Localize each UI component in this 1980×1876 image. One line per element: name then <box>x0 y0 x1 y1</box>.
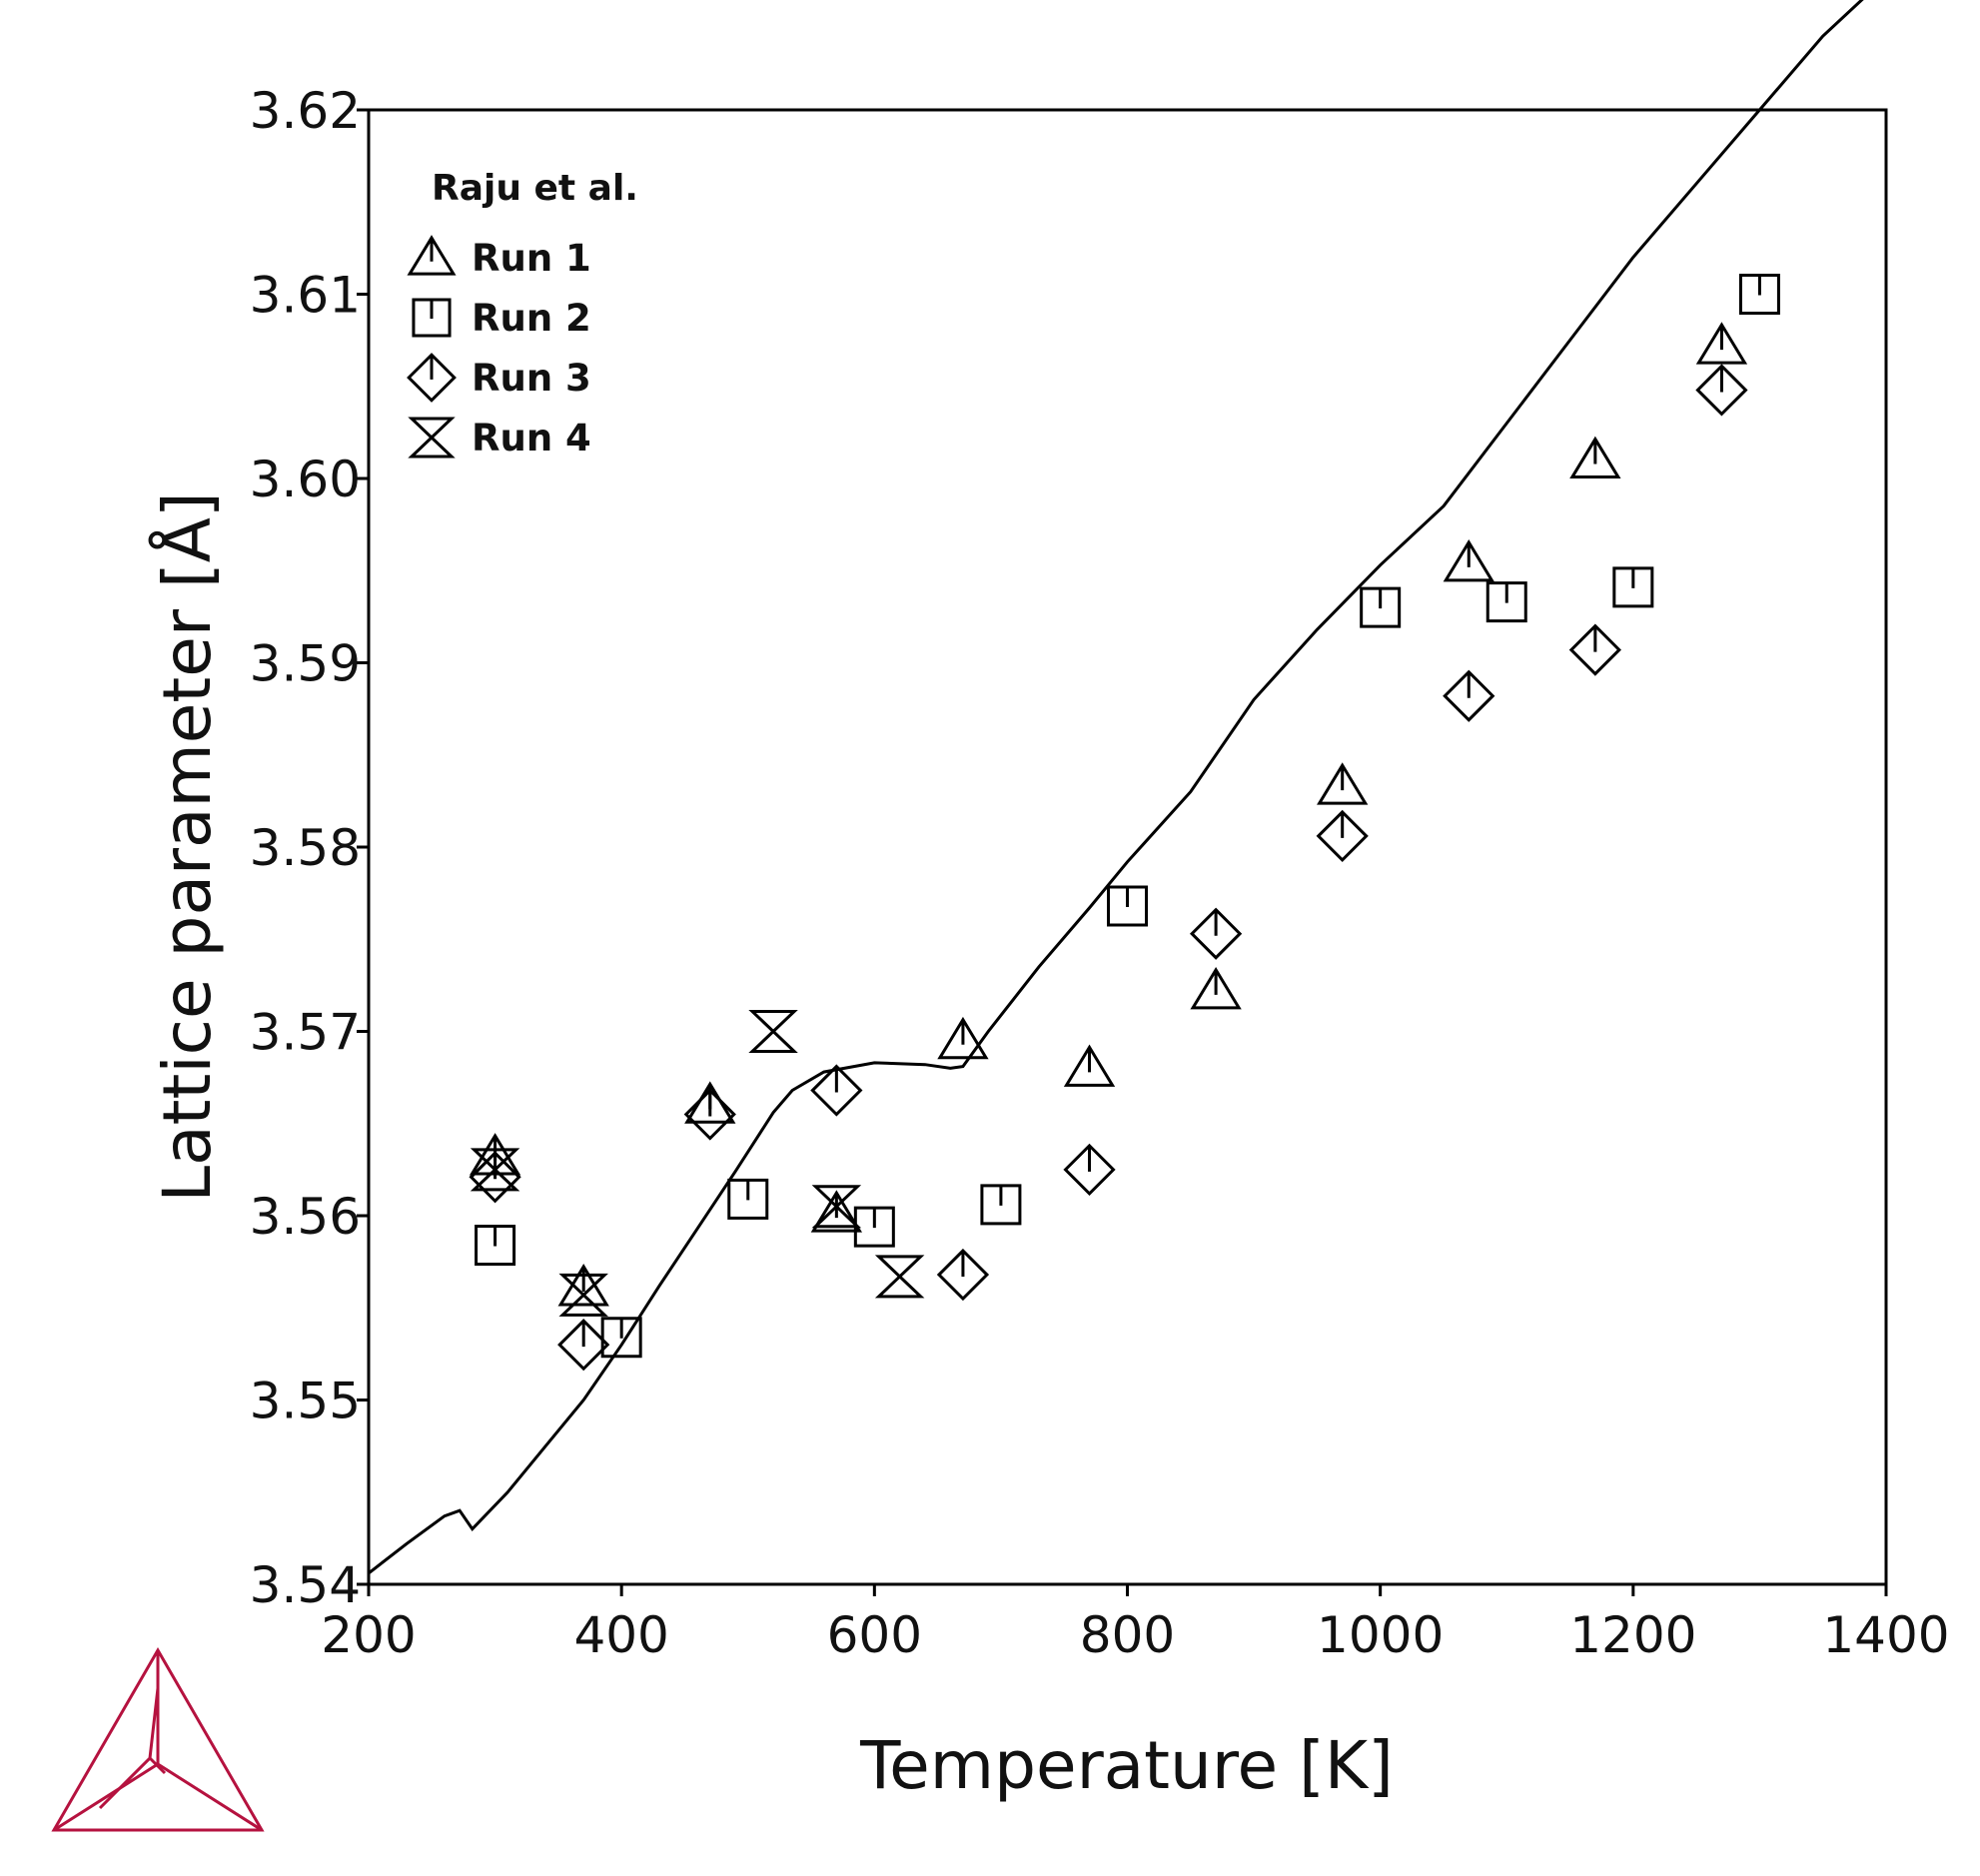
series-run-2 <box>475 274 1780 1359</box>
data-point-run2-8 <box>1485 581 1527 623</box>
data-point-run3-6 <box>1063 1143 1116 1197</box>
legend-title: Raju et al. <box>432 168 638 209</box>
series-run-3 <box>469 364 1748 1372</box>
data-point-run4-2 <box>558 1273 608 1317</box>
y-tick-label: 3.56 <box>250 1188 361 1246</box>
x-tick-label: 400 <box>573 1606 668 1664</box>
data-point-run1-9 <box>1443 538 1494 582</box>
data-point-run4-4 <box>811 1185 862 1229</box>
data-point-run1-6 <box>1063 1044 1116 1087</box>
data-point-run2-5 <box>980 1184 1022 1226</box>
x-tick-label: 800 <box>1080 1606 1175 1664</box>
series-run-1 <box>469 322 1748 1307</box>
data-point-run4-5 <box>874 1255 925 1299</box>
data-point-run2-3 <box>727 1178 769 1220</box>
legend-marker-run-4 <box>408 417 456 459</box>
data-point-run3-2 <box>557 1319 610 1372</box>
y-axis-title: Lattice parameter [Å] <box>149 491 226 1202</box>
y-tick-label: 3.58 <box>250 819 361 877</box>
data-point-run1-7 <box>1190 967 1242 1010</box>
x-tick-label: 1200 <box>1569 1606 1696 1664</box>
legend-item-run-2: Run 2 <box>412 297 591 340</box>
x-tick-label: 1400 <box>1822 1606 1949 1664</box>
legend-item-run-4: Run 4 <box>408 417 591 460</box>
data-point-run1-8 <box>1317 762 1369 805</box>
y-tick-label: 3.59 <box>250 635 361 693</box>
data-point-run1-2 <box>557 1264 609 1307</box>
data-point-run2-6 <box>1107 885 1148 927</box>
thermo-calc-logo <box>51 1647 265 1832</box>
legend-marker-run-1 <box>407 235 457 276</box>
data-point-run3-1 <box>469 1151 521 1204</box>
data-point-run1-5 <box>937 1016 989 1060</box>
legend-label: Run 3 <box>472 357 591 400</box>
y-tick-label: 3.60 <box>250 451 361 508</box>
x-axis-title: Temperature [K] <box>859 1727 1394 1804</box>
data-point-run2-1 <box>475 1225 516 1267</box>
series-run-4 <box>470 1010 925 1317</box>
data-point-run2-7 <box>1360 586 1402 628</box>
legend-item-run-3: Run 3 <box>407 353 591 403</box>
x-tick-label: 200 <box>321 1606 416 1664</box>
data-point-run3-11 <box>1695 364 1748 417</box>
y-tick-label: 3.61 <box>250 267 361 325</box>
legend-marker-run-2 <box>412 298 452 338</box>
data-point-run2-2 <box>600 1317 642 1359</box>
data-point-run4-1 <box>470 1148 520 1192</box>
legend-label: Run 4 <box>472 417 591 460</box>
data-point-run1-11 <box>1695 322 1748 365</box>
legend: Raju et al. Run 1 Run 2 Run 3 Run 4 <box>407 168 638 460</box>
data-point-run4-3 <box>748 1010 798 1053</box>
data-point-run3-9 <box>1443 669 1495 722</box>
data-point-run2-4 <box>853 1206 895 1248</box>
y-tick-label: 3.54 <box>250 1556 361 1614</box>
data-point-run3-8 <box>1316 809 1369 863</box>
legend-label: Run 2 <box>472 297 591 340</box>
y-tick-label: 3.55 <box>250 1373 361 1430</box>
legend-label: Run 1 <box>472 237 591 280</box>
legend-item-run-1: Run 1 <box>407 235 591 280</box>
data-point-run1-10 <box>1569 436 1621 479</box>
y-tick-label: 3.62 <box>250 82 361 140</box>
x-tick-label: 600 <box>827 1606 922 1664</box>
data-point-run2-10 <box>1738 274 1780 315</box>
data-point-run3-5 <box>936 1248 990 1302</box>
legend-marker-run-3 <box>407 353 457 403</box>
data-point-run2-9 <box>1612 566 1654 608</box>
y-tick-label: 3.57 <box>250 1004 361 1062</box>
calculated-curve <box>368 0 1864 1575</box>
data-point-run3-3 <box>683 1088 736 1141</box>
data-point-run3-7 <box>1189 907 1243 960</box>
plot-frame <box>367 108 1888 1586</box>
data-point-run3-4 <box>810 1064 863 1117</box>
x-tick-label: 1000 <box>1317 1606 1444 1664</box>
data-point-run3-10 <box>1568 623 1621 676</box>
